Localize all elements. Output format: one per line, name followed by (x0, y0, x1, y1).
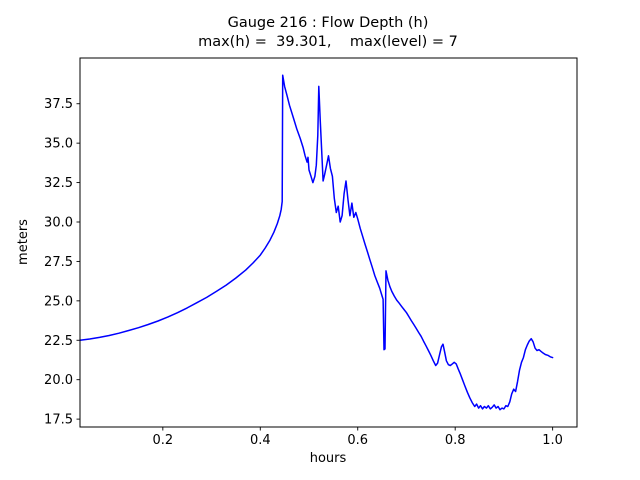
x-tick-label: 0.8 (445, 433, 466, 448)
y-tick-label: 25.0 (44, 294, 73, 309)
x-tick-label: 0.4 (250, 433, 271, 448)
x-tick-label: 0.6 (347, 433, 368, 448)
y-tick-label: 32.5 (44, 176, 73, 191)
x-tick-label: 1.0 (542, 433, 563, 448)
chart-subtitle: max(h) = 39.301, max(level) = 7 (198, 34, 458, 50)
plot-area: 0.2 0.4 0.6 0.8 1.0 17.5 20.0 22.5 25.0 27.5 30.0 3… (44, 57, 578, 448)
y-tick-label: 17.5 (44, 413, 73, 428)
y-tick-label: 27.5 (44, 255, 73, 270)
axes-frame (79, 57, 578, 428)
x-tick-label: 0.2 (152, 433, 173, 448)
y-tick-label: 30.0 (44, 216, 73, 231)
y-axis-label: meters (16, 219, 31, 265)
y-tick-label: 20.0 (44, 373, 73, 388)
y-tick-label: 22.5 (44, 334, 73, 349)
x-axis-label: hours (310, 451, 347, 466)
y-tick-label: 37.5 (44, 97, 73, 112)
chart-title: Gauge 216 : Flow Depth (h) (228, 15, 429, 31)
y-tick-label: 35.0 (44, 137, 73, 152)
flow-depth-line (79, 74, 554, 411)
